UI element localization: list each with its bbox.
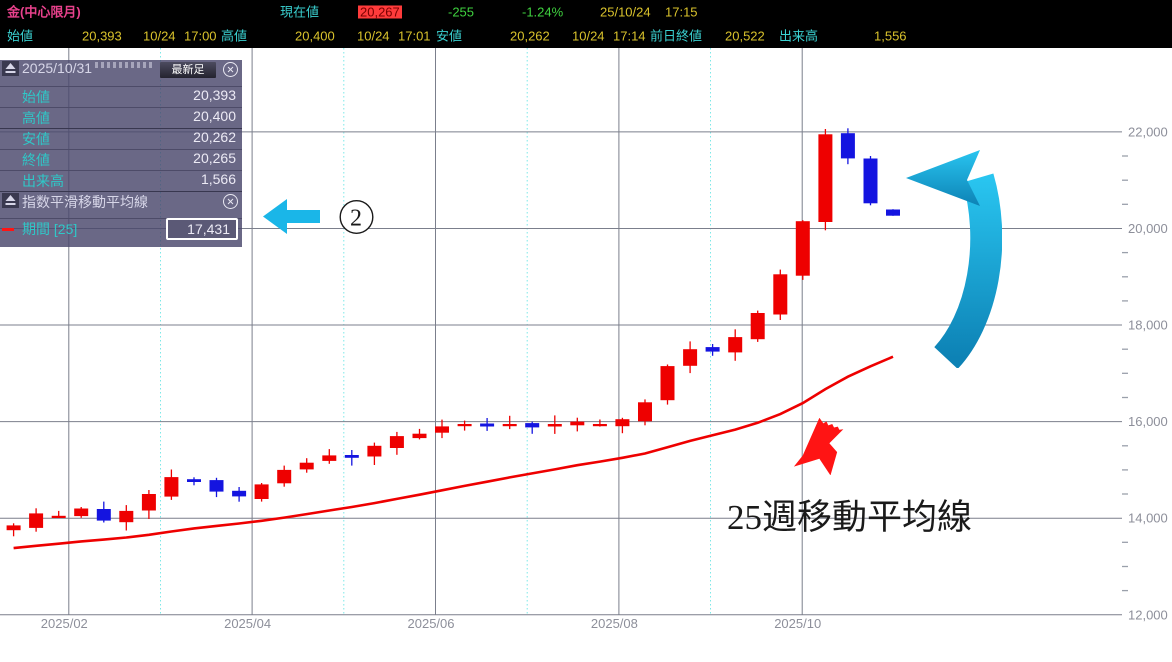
svg-text:2025/10: 2025/10: [774, 616, 821, 631]
svg-text:20,000: 20,000: [1128, 221, 1168, 236]
svg-text:2: 2: [350, 206, 362, 232]
svg-text:2025/06: 2025/06: [408, 616, 455, 631]
svg-text:2025/04: 2025/04: [224, 616, 271, 631]
svg-text:14,000: 14,000: [1128, 511, 1168, 526]
svg-text:18,000: 18,000: [1128, 318, 1168, 333]
svg-text:2025/08: 2025/08: [591, 616, 638, 631]
svg-text:2025/02: 2025/02: [41, 616, 88, 631]
svg-text:12,000: 12,000: [1128, 607, 1168, 622]
svg-text:22,000: 22,000: [1128, 124, 1168, 139]
svg-text:16,000: 16,000: [1128, 414, 1168, 429]
